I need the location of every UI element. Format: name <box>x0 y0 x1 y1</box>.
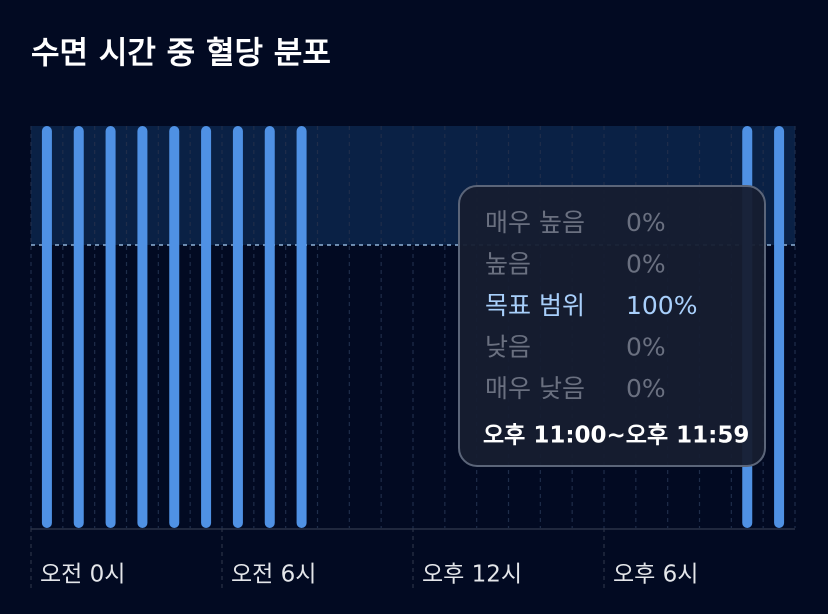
tooltip-label: 목표 범위 <box>485 291 585 320</box>
tooltip-value: 0% <box>626 250 666 279</box>
tooltip-value: 0% <box>626 208 666 237</box>
tooltip-value: 100% <box>626 291 697 320</box>
tooltip-box <box>458 185 766 467</box>
x-tick-label: 오전 0시 <box>40 562 125 588</box>
x-tick-label: 오후 6시 <box>613 562 698 588</box>
x-tick-label: 오후 12시 <box>422 562 522 588</box>
tooltip-value: 0% <box>626 374 666 403</box>
tooltip-value: 0% <box>626 333 666 362</box>
tooltip-label: 높음 <box>485 250 531 279</box>
tooltip-label: 낮음 <box>485 333 531 362</box>
tooltip-label: 매우 높음 <box>485 208 585 237</box>
tooltip: 매우 높음 0% 높음 0% 목표 범위 100% 낮음 0% 매우 낮음 0% 오후 11:00~… <box>458 185 766 467</box>
chart-title: 수면 시간 중 혈당 분포 <box>31 36 331 72</box>
tooltip-time: 오후 11:00~오후 11:59 <box>483 423 749 449</box>
tooltip-label: 매우 낮음 <box>485 374 585 403</box>
x-tick-label: 오전 6시 <box>231 562 316 588</box>
